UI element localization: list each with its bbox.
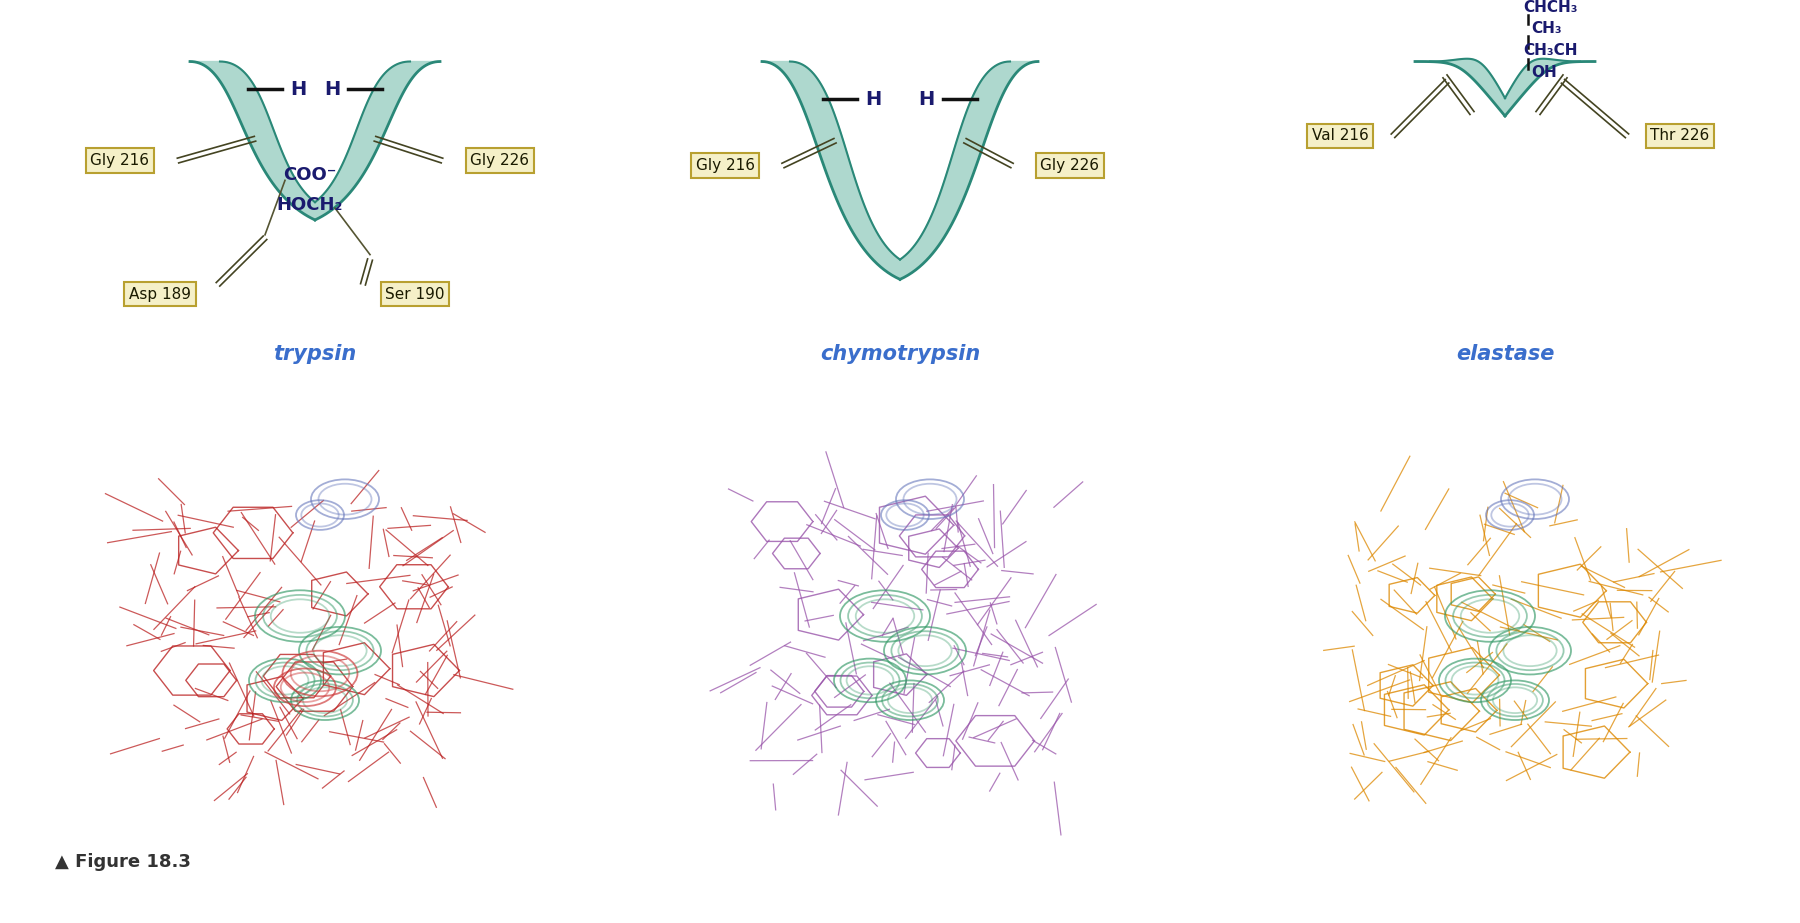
Text: H: H [918,90,934,109]
Text: Asp 189: Asp 189 [130,287,191,302]
Polygon shape [761,62,900,280]
Text: OH: OH [1532,65,1557,80]
Text: Gly 226: Gly 226 [470,153,529,168]
Text: H: H [324,79,340,99]
Text: HOCH₂: HOCH₂ [277,196,344,214]
Text: Val 216: Val 216 [1312,128,1368,143]
Text: CH₃: CH₃ [1532,21,1562,36]
Text: Ser 190: Ser 190 [385,287,445,302]
Text: H: H [290,79,306,99]
Text: COO⁻: COO⁻ [283,166,337,185]
Polygon shape [315,62,439,220]
Polygon shape [1415,59,1505,116]
Polygon shape [191,62,315,220]
Text: Gly 226: Gly 226 [1040,158,1100,173]
Polygon shape [900,62,1039,280]
Text: H: H [866,90,882,109]
Polygon shape [1505,59,1595,116]
Text: ▲ Figure 18.3: ▲ Figure 18.3 [56,853,191,870]
Text: Gly 216: Gly 216 [695,158,754,173]
Text: trypsin: trypsin [274,343,356,364]
Text: elastase: elastase [1456,343,1553,364]
Text: chymotrypsin: chymotrypsin [819,343,981,364]
Text: Gly 216: Gly 216 [90,153,149,168]
Text: CHCH₃: CHCH₃ [1523,0,1577,15]
Text: CH₃CH: CH₃CH [1523,43,1577,58]
Text: Thr 226: Thr 226 [1651,128,1710,143]
